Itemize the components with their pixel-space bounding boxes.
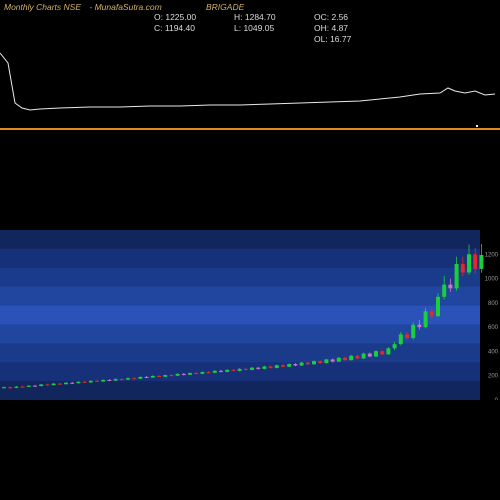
svg-text:600: 600 [488, 325, 499, 331]
svg-text:1000: 1000 [485, 277, 499, 283]
svg-text:400: 400 [488, 349, 499, 355]
svg-text:800: 800 [488, 301, 499, 307]
svg-text:0: 0 [495, 398, 499, 400]
svg-text:200: 200 [488, 374, 499, 380]
title-text: Monthly Charts NSE [4, 2, 81, 12]
source-text: - MunafaSutra.com [89, 2, 161, 12]
symbol-text: BRIGADE [206, 2, 244, 12]
ohlc-high: H: 1284.70 [234, 12, 276, 23]
svg-text:1200: 1200 [485, 252, 499, 258]
separator-line [0, 128, 500, 130]
chart-title: Monthly Charts NSE - MunafaSutra.com [4, 2, 162, 12]
chart-header: Monthly Charts NSE - MunafaSutra.com BRI… [4, 2, 496, 30]
ohlc-open: O: 1225.00 [154, 12, 196, 23]
ohlc-oc: OC: 2.56 [314, 12, 351, 23]
upper-line-chart [0, 28, 500, 128]
lower-candle-chart: 0 200 400 600 800 1000 1200 [0, 230, 500, 400]
